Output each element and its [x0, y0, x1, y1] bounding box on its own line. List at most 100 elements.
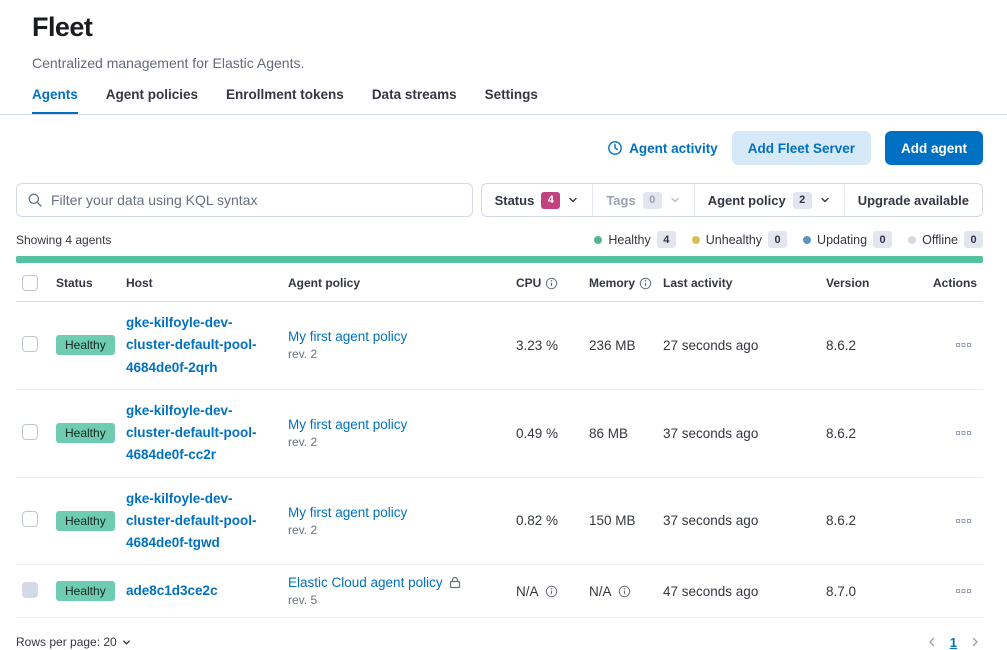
- filter-tags-label: Tags: [606, 192, 636, 208]
- cpu-value: N/A: [516, 583, 539, 599]
- legend-healthy-count: 4: [656, 231, 676, 248]
- tab-agents[interactable]: Agents: [32, 87, 78, 114]
- offline-dot-icon: [908, 235, 917, 244]
- version-value: 8.6.2: [826, 513, 857, 529]
- legend-healthy-label: Healthy: [608, 232, 651, 247]
- status-legend: Healthy 4 Unhealthy 0 Updating 0 Offline…: [594, 231, 983, 248]
- version-value: 8.6.2: [826, 425, 857, 441]
- updating-dot-icon: [803, 235, 812, 244]
- host-link[interactable]: gke-kilfoyle-dev-cluster-default-pool-46…: [126, 315, 257, 375]
- table-row: Healthy gke-kilfoyle-dev-cluster-default…: [16, 302, 983, 390]
- page-number-1[interactable]: 1: [949, 634, 957, 650]
- tab-agent-policies[interactable]: Agent policies: [105, 87, 199, 102]
- column-header-version: Version: [826, 276, 870, 290]
- previous-page-button[interactable]: [924, 634, 940, 650]
- agent-activity-button[interactable]: Agent activity: [607, 140, 718, 156]
- host-link[interactable]: gke-kilfoyle-dev-cluster-default-pool-46…: [126, 402, 257, 463]
- agent-activity-label: Agent activity: [629, 140, 718, 156]
- legend-healthy: Healthy 4: [594, 231, 676, 248]
- agent-policy-link[interactable]: My first agent policy: [288, 504, 408, 520]
- host-link[interactable]: ade8c1d3ce2c: [126, 583, 218, 599]
- toolbar: Agent activity Add Fleet Server Add agen…: [0, 115, 1007, 165]
- chevron-down-icon: [567, 194, 579, 206]
- status-badge: Healthy: [56, 335, 115, 356]
- row-checkbox[interactable]: [22, 511, 38, 528]
- status-badge: Healthy: [56, 581, 115, 602]
- rows-per-page-button[interactable]: Rows per page: 20: [16, 635, 132, 649]
- status-badge: Healthy: [56, 423, 115, 444]
- page-header: Fleet Centralized management for Elastic…: [0, 0, 1007, 114]
- kql-search-input[interactable]: [51, 192, 462, 208]
- filter-agent-policy[interactable]: Agent policy 2: [693, 184, 844, 216]
- add-agent-button[interactable]: Add agent: [885, 131, 983, 165]
- version-value: 8.6.2: [826, 337, 857, 353]
- row-checkbox[interactable]: [22, 423, 38, 440]
- table-row: Healthy gke-kilfoyle-dev-cluster-default…: [16, 390, 983, 478]
- filter-status-count-badge: 4: [541, 191, 561, 209]
- last-activity-value: 27 seconds ago: [663, 337, 759, 353]
- column-header-policy: Agent policy: [288, 276, 361, 290]
- cpu-value: 0.49 %: [516, 425, 559, 441]
- boxes-horizontal-icon: [956, 518, 971, 523]
- tab-enrollment-tokens[interactable]: Enrollment tokens: [226, 87, 344, 102]
- info-icon[interactable]: [545, 277, 558, 290]
- host-link[interactable]: gke-kilfoyle-dev-cluster-default-pool-46…: [126, 490, 257, 551]
- select-all-checkbox[interactable]: [22, 275, 38, 291]
- showing-agents-count: Showing 4 agents: [16, 232, 112, 247]
- memory-value: 86 MB: [589, 425, 629, 441]
- cpu-value: 0.82 %: [516, 513, 559, 529]
- column-header-status: Status: [56, 276, 93, 290]
- filter-tags-count-badge: 0: [642, 191, 662, 209]
- chevron-down-icon: [819, 194, 831, 206]
- row-actions-button[interactable]: [950, 425, 977, 441]
- healthy-dot-icon: [594, 235, 603, 244]
- legend-updating-count: 0: [873, 231, 893, 248]
- table-header-row: Status Host Agent policy CPU Memory Last…: [16, 263, 983, 302]
- filter-agent-policy-label: Agent policy: [707, 192, 786, 208]
- filter-upgrade-available[interactable]: Upgrade available: [843, 184, 982, 216]
- table-row: Healthy gke-kilfoyle-dev-cluster-default…: [16, 478, 983, 566]
- row-checkbox[interactable]: [22, 335, 38, 352]
- policy-revision: rev. 2: [288, 522, 318, 537]
- row-actions-button[interactable]: [950, 513, 977, 529]
- tab-data-streams[interactable]: Data streams: [371, 87, 457, 102]
- filter-status[interactable]: Status 4: [482, 184, 593, 216]
- tab-bar: Agents Agent policies Enrollment tokens …: [32, 87, 975, 114]
- clock-icon: [607, 140, 623, 156]
- add-fleet-server-button[interactable]: Add Fleet Server: [731, 131, 871, 165]
- tab-settings[interactable]: Settings: [484, 87, 538, 102]
- next-page-button[interactable]: [967, 634, 983, 650]
- agent-policy-link[interactable]: My first agent policy: [288, 417, 408, 433]
- page-subtitle: Centralized management for Elastic Agent…: [32, 55, 305, 71]
- version-value: 8.7.0: [826, 583, 857, 599]
- pagination: 1: [924, 634, 983, 650]
- legend-unhealthy-label: Unhealthy: [705, 232, 763, 247]
- column-header-last-activity: Last activity: [663, 276, 733, 290]
- column-header-actions: Actions: [932, 276, 977, 290]
- kql-search-box[interactable]: [16, 183, 473, 217]
- boxes-horizontal-icon: [956, 343, 971, 348]
- info-icon[interactable]: [618, 585, 631, 598]
- filter-agent-policy-count-badge: 2: [792, 191, 812, 209]
- info-icon[interactable]: [545, 585, 558, 598]
- search-filter-row: Status 4 Tags 0 Agent policy 2 Upgrade a…: [0, 165, 1007, 217]
- chevron-down-icon: [121, 637, 132, 648]
- policy-revision: rev. 2: [288, 347, 318, 362]
- agent-policy-link[interactable]: Elastic Cloud agent policy: [288, 575, 443, 591]
- memory-value: N/A: [589, 583, 612, 599]
- lock-icon: [449, 576, 461, 589]
- table-footer: Rows per page: 20 1: [0, 618, 1007, 650]
- last-activity-value: 37 seconds ago: [663, 425, 759, 441]
- row-actions-button[interactable]: [950, 337, 977, 353]
- filter-tags[interactable]: Tags 0: [592, 184, 693, 216]
- legend-offline: Offline 0: [908, 231, 983, 248]
- table-row: Healthy ade8c1d3ce2c Elastic Cloud agent…: [16, 565, 983, 619]
- row-actions-button[interactable]: [950, 583, 977, 599]
- info-icon[interactable]: [639, 277, 652, 290]
- filter-status-label: Status: [494, 192, 535, 208]
- chevron-down-icon: [669, 194, 681, 206]
- legend-updating: Updating 0: [803, 231, 893, 248]
- column-header-memory: Memory: [589, 276, 636, 290]
- agent-policy-link[interactable]: My first agent policy: [288, 329, 408, 345]
- column-header-cpu: CPU: [516, 276, 542, 290]
